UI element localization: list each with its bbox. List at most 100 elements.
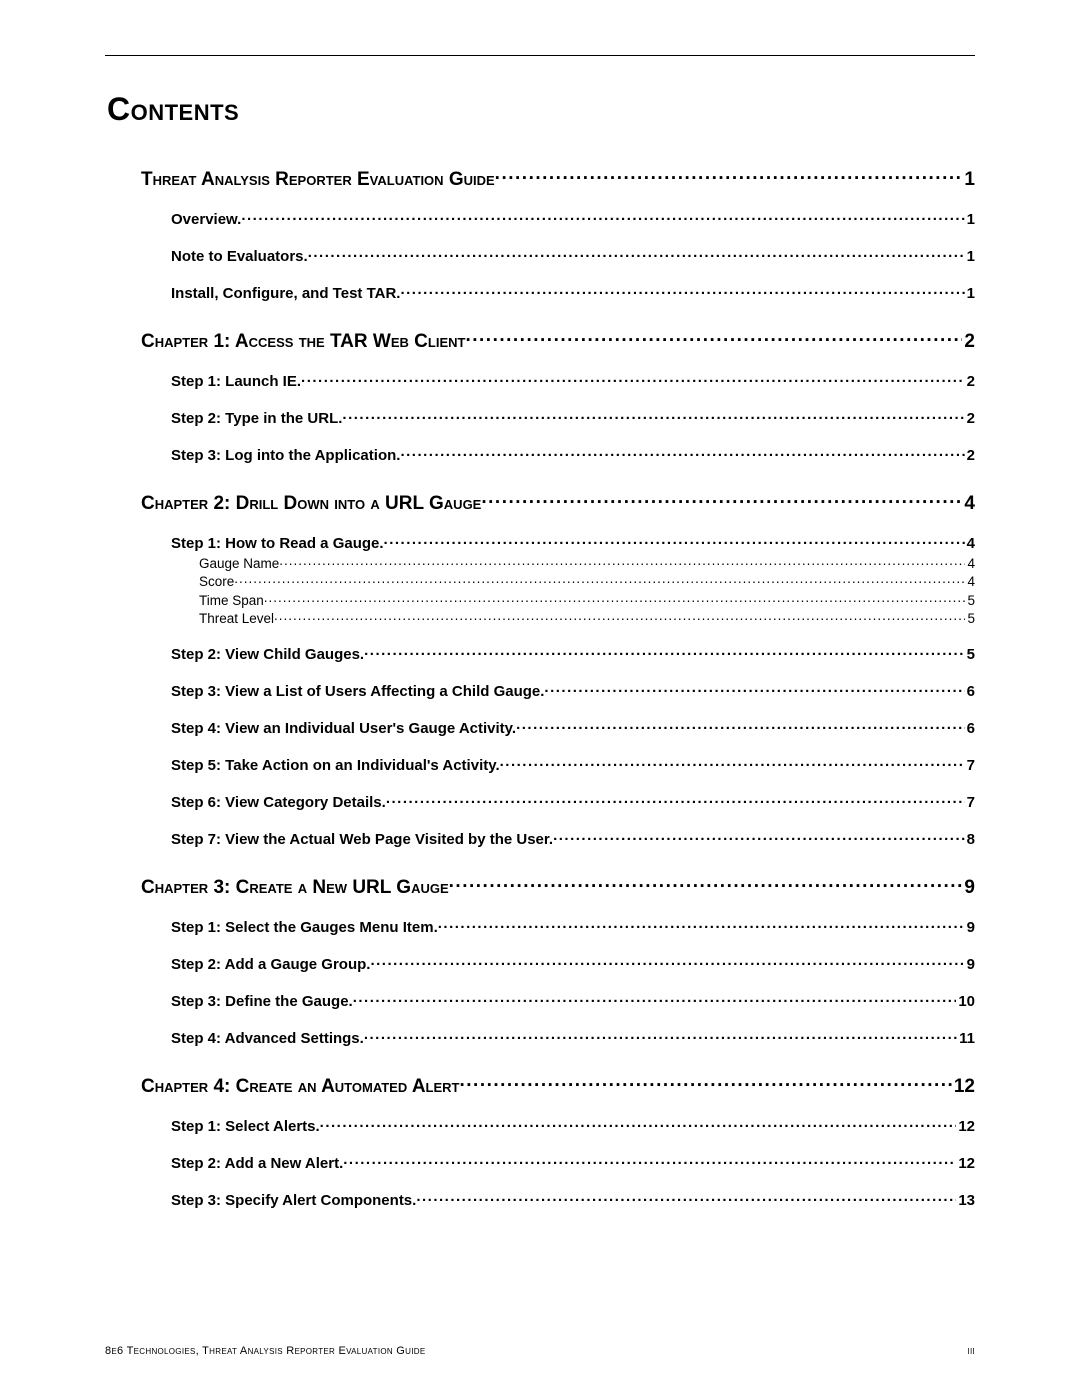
table-of-contents: Threat Analysis Reporter Evaluation Guid… — [141, 166, 975, 1209]
toc-entry: Time Span 5 — [199, 591, 975, 608]
toc-entry-page: 1 — [965, 285, 975, 302]
toc-entry: Step 7: View the Actual Web Page Visited… — [171, 829, 975, 848]
toc-leader — [500, 755, 965, 770]
toc-leader — [553, 829, 965, 844]
toc-leader — [400, 283, 964, 298]
top-rule — [105, 55, 975, 56]
toc-entry: Chapter 2: Drill Down into a URL Gauge 4 — [141, 490, 975, 515]
toc-entry-label: Step 1: How to Read a Gauge. — [171, 535, 384, 552]
toc-entry-page: 4 — [965, 535, 975, 552]
toc-leader — [386, 792, 965, 807]
toc-entry-page: 10 — [956, 993, 975, 1010]
toc-entry-label: Gauge Name — [199, 556, 279, 571]
toc-entry: Step 3: Log into the Application. 2 — [171, 445, 975, 464]
toc-entry: Step 5: Take Action on an Individual's A… — [171, 755, 975, 774]
toc-entry: Step 2: Add a New Alert. 12 — [171, 1153, 975, 1172]
toc-entry-label: Step 6: View Category Details. — [171, 794, 386, 811]
toc-entry-page: 8 — [965, 831, 975, 848]
toc-leader — [544, 681, 964, 696]
toc-entry-label: Step 3: Specify Alert Components. — [171, 1192, 416, 1209]
toc-entry-label: Step 4: Advanced Settings. — [171, 1030, 364, 1047]
toc-entry-label: Chapter 4: Create an Automated Alert — [141, 1076, 459, 1098]
toc-entry-page: 9 — [965, 956, 975, 973]
toc-leader — [320, 1116, 957, 1131]
toc-entry-label: Step 1: Select Alerts. — [171, 1118, 320, 1135]
toc-entry-page: 5 — [965, 611, 975, 626]
toc-entry-label: Chapter 2: Drill Down into a URL Gauge — [141, 493, 481, 515]
toc-entry-page: 1 — [965, 248, 975, 265]
toc-entry-label: Step 3: Log into the Application. — [171, 447, 400, 464]
toc-leader — [364, 644, 965, 659]
toc-entry-page: 12 — [952, 1076, 975, 1098]
toc-entry-page: 9 — [962, 877, 975, 899]
toc-leader — [370, 954, 964, 969]
footer: 8e6 Technologies, Threat Analysis Report… — [105, 1345, 975, 1357]
toc-entry-label: Install, Configure, and Test TAR. — [171, 285, 400, 302]
toc-leader — [516, 718, 965, 733]
toc-entry: Step 1: How to Read a Gauge. 4 — [171, 533, 975, 552]
toc-entry-label: Overview. — [171, 211, 241, 228]
toc-entry: Note to Evaluators. 1 — [171, 246, 975, 265]
toc-entry-page: 12 — [956, 1118, 975, 1135]
toc-entry: Step 1: Select Alerts. 12 — [171, 1116, 975, 1135]
toc-leader — [279, 554, 965, 568]
toc-entry-label: Threat Analysis Reporter Evaluation Guid… — [141, 169, 495, 191]
toc-entry: Step 2: Type in the URL. 2 — [171, 408, 975, 427]
contents-title: Contents — [107, 91, 975, 128]
toc-entry: Chapter 1: Access the TAR Web Client 2 — [141, 328, 975, 353]
toc-entry: Threat Level 5 — [199, 610, 975, 627]
toc-entry-label: Step 7: View the Actual Web Page Visited… — [171, 831, 553, 848]
toc-entry-label: Time Span — [199, 593, 264, 608]
toc-entry: Step 6: View Category Details. 7 — [171, 792, 975, 811]
toc-leader — [301, 371, 965, 386]
toc-entry-page: 2 — [965, 373, 975, 390]
toc-entry-page: 11 — [957, 1030, 975, 1047]
toc-entry-label: Note to Evaluators. — [171, 248, 308, 265]
footer-left: 8e6 Technologies, Threat Analysis Report… — [105, 1345, 425, 1357]
toc-leader — [308, 246, 965, 261]
toc-entry-label: Chapter 3: Create a New URL Gauge — [141, 877, 449, 899]
toc-entry-page: 12 — [956, 1155, 975, 1172]
toc-leader — [495, 166, 963, 185]
toc-leader — [459, 1073, 951, 1092]
toc-leader — [438, 917, 965, 932]
toc-entry: Step 3: View a List of Users Affecting a… — [171, 681, 975, 700]
toc-entry-page: 2 — [965, 410, 975, 427]
footer-right: iii — [967, 1345, 975, 1357]
toc-entry: Step 3: Specify Alert Components. 13 — [171, 1190, 975, 1209]
toc-entry-label: Step 2: Add a Gauge Group. — [171, 956, 370, 973]
toc-entry: Chapter 3: Create a New URL Gauge 9 — [141, 874, 975, 899]
toc-leader — [241, 209, 964, 224]
toc-entry: Step 2: Add a Gauge Group. 9 — [171, 954, 975, 973]
toc-entry: Overview. 1 — [171, 209, 975, 228]
toc-entry: Step 4: Advanced Settings. 11 — [171, 1028, 975, 1047]
toc-entry-label: Step 2: Type in the URL. — [171, 410, 342, 427]
toc-entry-label: Step 2: Add a New Alert. — [171, 1155, 343, 1172]
toc-entry-label: Score — [199, 574, 234, 589]
toc-entry: Step 3: Define the Gauge. 10 — [171, 991, 975, 1010]
toc-entry: Chapter 4: Create an Automated Alert 12 — [141, 1073, 975, 1098]
toc-leader — [342, 408, 964, 423]
toc-entry-page: 2 — [962, 331, 975, 353]
toc-entry: Step 1: Select the Gauges Menu Item. 9 — [171, 917, 975, 936]
toc-entry-label: Step 1: Select the Gauges Menu Item. — [171, 919, 438, 936]
toc-entry-label: Step 4: View an Individual User's Gauge … — [171, 720, 516, 737]
toc-leader — [264, 591, 966, 605]
toc-leader — [343, 1153, 956, 1168]
toc-entry: Gauge Name 4 — [199, 554, 975, 571]
toc-entry-page: 13 — [956, 1192, 975, 1209]
toc-entry: Install, Configure, and Test TAR. 1 — [171, 283, 975, 302]
toc-entry-page: 5 — [965, 646, 975, 663]
toc-entry-page: 4 — [962, 493, 975, 515]
toc-leader — [481, 490, 962, 509]
toc-entry: Threat Analysis Reporter Evaluation Guid… — [141, 166, 975, 191]
toc-entry-page: 4 — [965, 574, 975, 589]
toc-entry-page: 4 — [965, 556, 975, 571]
toc-entry-label: Step 3: View a List of Users Affecting a… — [171, 683, 544, 700]
toc-leader — [274, 610, 965, 624]
toc-entry-page: 2 — [965, 447, 975, 464]
toc-entry-label: Step 5: Take Action on an Individual's A… — [171, 757, 500, 774]
toc-entry-page: 6 — [965, 683, 975, 700]
toc-leader — [449, 874, 963, 893]
toc-leader — [384, 533, 965, 548]
